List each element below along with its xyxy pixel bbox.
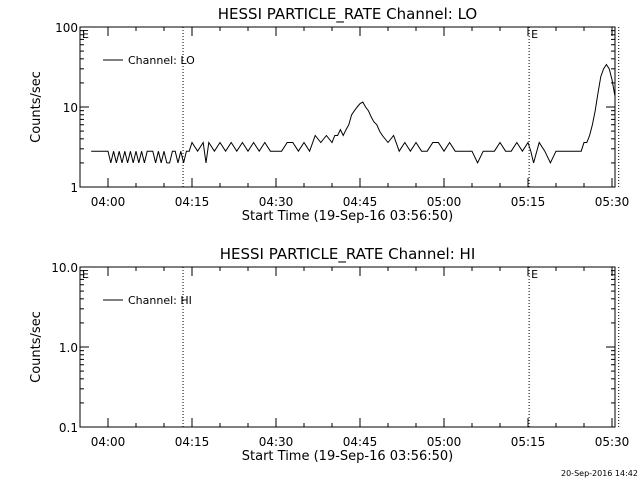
plot-frame	[79, 26, 616, 188]
x-tick-label: 04:30	[259, 435, 294, 449]
x-tick-label: 05:15	[511, 435, 546, 449]
event-marker-label: E	[82, 28, 89, 41]
x-tick-label: 04:00	[91, 435, 126, 449]
y-axis-label: Counts/sec	[29, 311, 44, 383]
event-marker-label: E	[531, 268, 538, 281]
y-tick-label: 0.1	[59, 421, 78, 435]
y-tick-label: 1.0	[59, 341, 78, 355]
plot-frame	[79, 266, 616, 428]
legend: Channel: LO	[103, 54, 195, 67]
legend: Channel: HI	[103, 294, 192, 307]
x-tick-label: 05:15	[511, 195, 546, 209]
event-marker-label: E	[531, 28, 538, 41]
chart-title: HESSI PARTICLE_RATE Channel: HI	[220, 245, 476, 264]
y-tick-label: 10.0	[51, 261, 78, 275]
legend-label: Channel: HI	[128, 294, 192, 307]
x-tick-label: 04:45	[343, 195, 378, 209]
y-tick-label: 100	[55, 21, 78, 35]
event-marker-label: E	[82, 268, 89, 281]
legend-label: Channel: LO	[128, 54, 195, 67]
y-axis-label: Counts/sec	[29, 71, 44, 143]
x-axis: 04:00 04:15 04:30 04:45 05:00 05:15 05:30	[91, 27, 630, 209]
chart-title: HESSI PARTICLE_RATE Channel: LO	[218, 5, 477, 24]
footer-timestamp: 20-Sep-2016 14:42	[561, 469, 638, 478]
y-tick-label: 10	[63, 101, 78, 115]
x-axis-label: Start Time (19-Sep-16 03:56:50)	[242, 449, 453, 464]
x-tick-label: 05:30	[595, 195, 630, 209]
y-axis: 0.1 1.0 10.0	[51, 261, 615, 435]
chart-panel-lo: HESSI PARTICLE_RATE Channel: LO 1 10 100 Cou…	[29, 5, 629, 224]
series-line	[91, 63, 616, 165]
x-tick-label: 05:00	[427, 435, 462, 449]
x-tick-label: 04:30	[259, 195, 294, 209]
chart-panel-hi: HESSI PARTICLE_RATE Channel: HI 0.1 1.0 10.…	[29, 245, 629, 464]
x-tick-label: 04:00	[91, 195, 126, 209]
x-tick-label: 04:45	[343, 435, 378, 449]
x-axis-label: Start Time (19-Sep-16 03:56:50)	[242, 209, 453, 224]
x-tick-label: 04:15	[175, 195, 210, 209]
x-tick-label: 04:15	[175, 435, 210, 449]
x-tick-label: 05:00	[427, 195, 462, 209]
x-tick-label: 05:30	[595, 435, 630, 449]
x-axis: 04:00 04:15 04:30 04:45 05:00 05:15 05:30	[91, 267, 630, 449]
y-axis: 1 10 100	[55, 21, 615, 195]
y-tick-label: 1	[70, 181, 78, 195]
